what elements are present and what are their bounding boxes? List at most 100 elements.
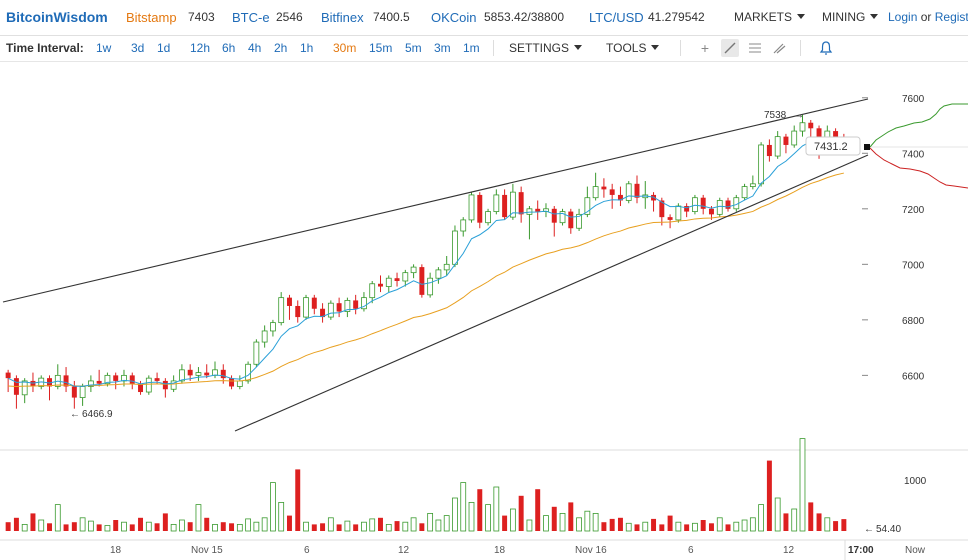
candle-body bbox=[261, 330, 268, 343]
brand-logo[interactable]: BitcoinWisdom bbox=[6, 9, 108, 25]
interval-1h[interactable]: 1h bbox=[300, 41, 314, 55]
interval-3d[interactable]: 3d bbox=[131, 41, 145, 55]
candle-body bbox=[460, 219, 467, 232]
register-link[interactable]: Regist bbox=[934, 10, 968, 24]
ticker-ltcusd-value: 41.279542 bbox=[648, 10, 705, 24]
candle-body bbox=[295, 305, 301, 318]
candle-body bbox=[535, 208, 541, 212]
trendline-lower[interactable] bbox=[234, 154, 869, 432]
candle-body bbox=[204, 372, 210, 376]
volume-bar bbox=[841, 519, 847, 531]
or-text: or bbox=[920, 10, 932, 24]
chevron-down-icon bbox=[651, 45, 660, 50]
candle-body bbox=[584, 197, 591, 215]
candle-body bbox=[625, 183, 632, 201]
volume-last-arrow: ← bbox=[864, 524, 874, 535]
fib-lines-icon[interactable] bbox=[746, 39, 764, 57]
ticker-btce-name[interactable]: BTC-e bbox=[232, 10, 270, 25]
candle-body bbox=[808, 122, 814, 129]
ticker-okcoin-name[interactable]: OKCoin bbox=[431, 10, 477, 25]
y-tick-label: 7600 bbox=[902, 94, 925, 105]
volume-bar bbox=[568, 502, 574, 531]
ticker-bitfinex-name[interactable]: Bitfinex bbox=[321, 10, 364, 25]
interval-4h[interactable]: 4h bbox=[248, 41, 262, 55]
interval-3m[interactable]: 3m bbox=[434, 41, 451, 55]
interval-12h[interactable]: 12h bbox=[190, 41, 211, 55]
settings-menu[interactable]: SETTINGS bbox=[509, 41, 583, 55]
volume-bar bbox=[452, 497, 458, 532]
candle-body bbox=[791, 130, 798, 146]
candle-body bbox=[419, 267, 425, 295]
volume-bar bbox=[576, 517, 582, 532]
toolbar-divider bbox=[493, 40, 494, 56]
volume-bar bbox=[526, 519, 533, 532]
candle-body bbox=[286, 297, 292, 306]
line-draw-icon[interactable] bbox=[721, 39, 739, 57]
volume-bar bbox=[353, 524, 359, 531]
candle-body bbox=[220, 369, 226, 379]
y-tick-label: 6600 bbox=[902, 371, 925, 382]
markets-menu[interactable]: MARKETS bbox=[734, 10, 806, 24]
candle-body bbox=[667, 217, 673, 220]
high-annotation: 7538 bbox=[764, 110, 787, 121]
volume-bar bbox=[667, 515, 673, 531]
toolbar-divider bbox=[680, 40, 681, 56]
volume-bar bbox=[535, 489, 541, 531]
x-label-18a: 18 bbox=[110, 545, 122, 556]
volume-bar bbox=[286, 515, 292, 531]
candle-body bbox=[253, 341, 260, 365]
volume-bar bbox=[816, 513, 822, 531]
volume-bar bbox=[749, 517, 756, 532]
volume-bar bbox=[261, 517, 268, 532]
volume-bar bbox=[774, 497, 781, 532]
login-link[interactable]: Login bbox=[888, 10, 918, 24]
candle-body bbox=[378, 283, 383, 287]
volume-bar bbox=[485, 504, 491, 532]
crosshair-icon[interactable]: + bbox=[700, 40, 710, 56]
candle-body bbox=[833, 131, 839, 137]
interval-6h[interactable]: 6h bbox=[222, 41, 236, 55]
candle-body bbox=[187, 369, 193, 376]
candle-body bbox=[138, 383, 144, 393]
tools-label: TOOLS bbox=[606, 41, 647, 55]
tools-menu[interactable]: TOOLS bbox=[606, 41, 660, 55]
volume-bar bbox=[518, 495, 524, 531]
ticker-ltcusd-name[interactable]: LTC/USD bbox=[589, 10, 644, 25]
candle-body bbox=[344, 300, 351, 312]
candle-body bbox=[551, 208, 557, 223]
interval-15m[interactable]: 15m bbox=[369, 41, 393, 55]
interval-30m[interactable]: 30m bbox=[333, 41, 357, 55]
x-label-nov16: Nov 16 bbox=[575, 545, 607, 556]
volume-bar bbox=[502, 515, 508, 531]
candle-body bbox=[766, 144, 772, 157]
volume-bar bbox=[113, 520, 119, 531]
volume-bar bbox=[651, 518, 657, 531]
mining-menu[interactable]: MINING bbox=[822, 10, 879, 24]
volume-bar bbox=[336, 524, 342, 531]
interval-2h[interactable]: 2h bbox=[274, 41, 288, 55]
pen-icon[interactable] bbox=[771, 39, 789, 57]
price-chart[interactable]: 6600 6800 7000 7200 7400 7600 7538 → ← 6466.9… bbox=[0, 62, 968, 560]
volume-bar bbox=[592, 512, 599, 532]
volume-bar bbox=[601, 522, 607, 531]
alert-bell-icon[interactable] bbox=[817, 39, 835, 57]
volume-bar bbox=[47, 523, 52, 531]
interval-5m[interactable]: 5m bbox=[405, 41, 422, 55]
interval-1w[interactable]: 1w bbox=[96, 41, 112, 55]
volume-bar bbox=[154, 523, 160, 531]
candle-body bbox=[145, 377, 152, 393]
candle-body bbox=[774, 136, 781, 157]
volume-bar bbox=[410, 517, 417, 532]
trendline-upper[interactable] bbox=[2, 98, 869, 303]
candle-body bbox=[88, 380, 94, 387]
volume-bar bbox=[625, 522, 632, 532]
candle-body bbox=[79, 386, 86, 398]
ticker-bitstamp-name[interactable]: Bitstamp bbox=[126, 10, 177, 25]
volume-bar bbox=[204, 517, 210, 531]
interval-1d[interactable]: 1d bbox=[157, 41, 171, 55]
y-tick-label: 7000 bbox=[902, 260, 925, 271]
volume-bar bbox=[253, 521, 260, 532]
interval-1m[interactable]: 1m bbox=[463, 41, 480, 55]
ticker-btce-value: 2546 bbox=[276, 10, 303, 24]
volume-bar bbox=[187, 522, 193, 531]
